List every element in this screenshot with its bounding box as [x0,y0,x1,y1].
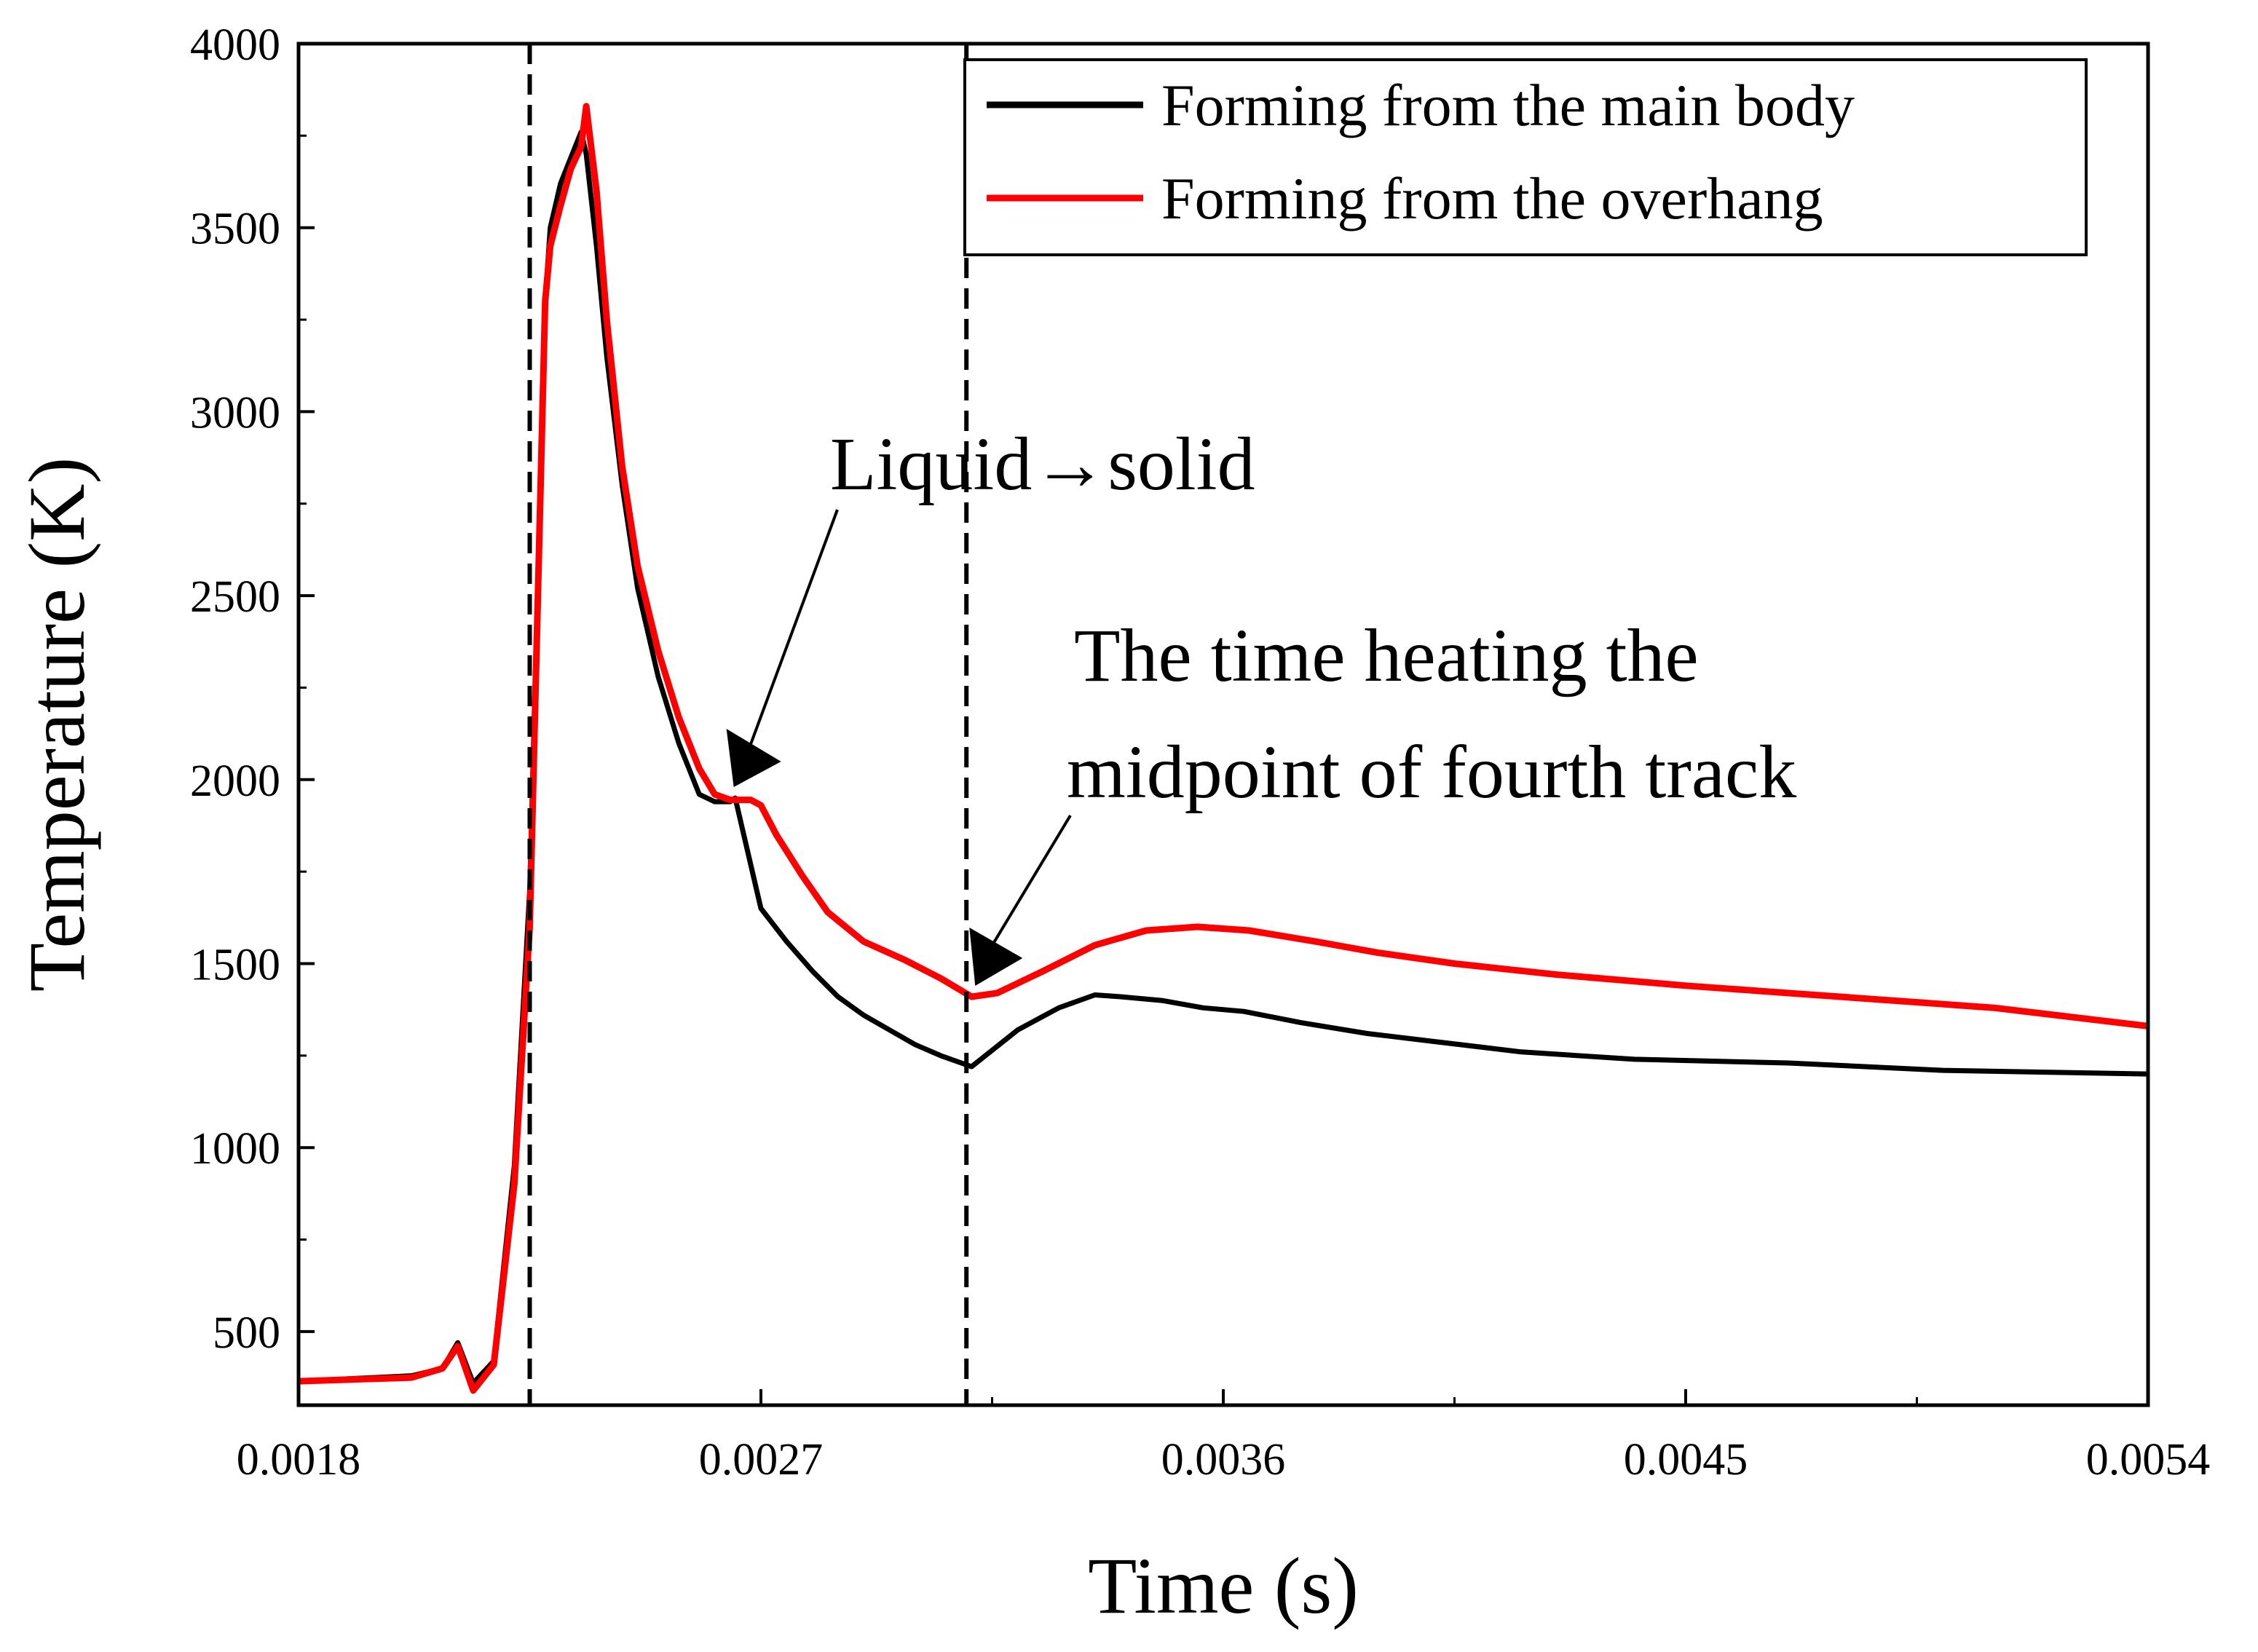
y-tick-label: 1000 [190,1124,280,1174]
x-tick-label: 0.0018 [237,1435,361,1485]
marker-layer [527,44,969,1405]
legend-box [963,58,2088,256]
legend-label-main-body: Forming from the main body [1161,72,1855,138]
y-axis-title: Temperature (K) [12,457,101,992]
y-tick-label: 4000 [190,20,280,70]
x-tick-label: 0.0054 [2086,1435,2211,1485]
series-layer [298,103,2149,1394]
tick-layer: 0.0018 0.0027 0.0036 0.0045 0.0054 500 1000 150… [190,20,2210,1485]
y-tick-label: 500 [213,1308,280,1358]
y-tick-label: 2500 [190,572,280,622]
y-tick-label: 1500 [190,941,280,990]
annotation-heating-line2: midpoint of fourth track [1067,730,1796,814]
x-tick-label: 0.0036 [1161,1435,1286,1485]
y-tick-label: 3500 [190,205,280,254]
annotation-layer: Liquid→solid The time heating the midpoi… [726,422,1796,986]
legend-label-overhang: Forming from the overhang [1161,165,1823,232]
y-tick-label: 2000 [190,756,280,806]
annotation-liquid-solid: Liquid→solid [830,422,1255,506]
y-tick-label: 3000 [190,388,280,438]
x-tick-label: 0.0027 [699,1435,824,1485]
legend: Forming from the main body Forming from … [963,58,2088,256]
x-tick-label: 0.0045 [1624,1435,1748,1485]
annotation-arrow-liquid-solid [746,509,839,751]
x-axis-title: Time (s) [1088,1541,1359,1630]
annotation-heating-line1: The time heating the [1074,614,1699,697]
annotation-arrowhead-heating [969,927,1023,986]
series-line-overhang [298,103,2149,1394]
annotation-arrowhead-liquid-solid [726,729,781,788]
annotation-arrow-heating [988,814,1072,950]
